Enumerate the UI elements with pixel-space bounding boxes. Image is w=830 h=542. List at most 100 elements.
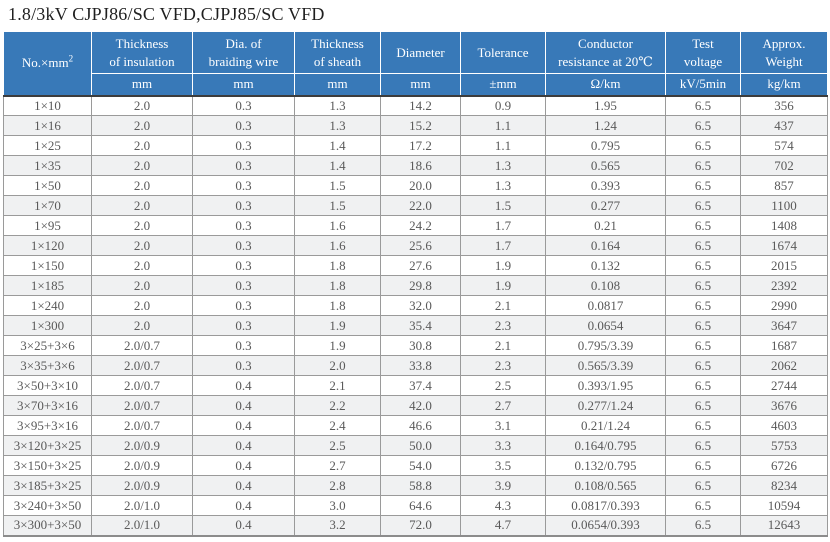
table-cell: 6.5: [665, 135, 741, 156]
table-cell: 2.0/0.7: [91, 355, 193, 376]
table-cell: 6.5: [665, 175, 741, 196]
table-cell: 6.5: [665, 355, 741, 376]
table-cell: 27.6: [380, 255, 461, 276]
table-row: 1×25 2.0 0.3 1.4 17.2 1.1 0.795 6.5 574: [3, 135, 828, 156]
table-cell: 0.565/3.39: [545, 355, 666, 376]
table-cell: 0.795: [545, 135, 666, 156]
table-cell: 3×70+3×16: [3, 395, 92, 416]
table-cell: 3.0: [294, 495, 381, 516]
table-cell: 2.0: [91, 275, 193, 296]
table-cell: 22.0: [380, 195, 461, 216]
table-cell: 2.1: [460, 335, 546, 356]
table-cell: 6.5: [665, 335, 741, 356]
table-cell: 37.4: [380, 375, 461, 396]
table-cell: 24.2: [380, 215, 461, 236]
table-row: 1×10 2.0 0.3 1.3 14.2 0.9 1.95 6.5 356: [3, 95, 828, 116]
table-cell: 18.6: [380, 155, 461, 176]
table-cell: 3676: [740, 395, 828, 416]
table-cell: 2.0: [91, 235, 193, 256]
table-cell: 2.7: [294, 455, 381, 476]
table-cell: 2.0: [91, 195, 193, 216]
table-cell: 2.0: [91, 155, 193, 176]
table-cell: 0.4: [192, 375, 295, 396]
table-cell: 0.393: [545, 175, 666, 196]
table-cell: 1×25: [3, 135, 92, 156]
table-row: 3×120+3×25 2.0/0.9 0.4 2.5 50.0 3.3 0.164/0.79…: [3, 435, 828, 456]
header-unit-row: mm mm mm mm ±mm Ω/km kV/5min kg/km: [4, 73, 828, 96]
table-cell: 6.5: [665, 195, 741, 216]
table-cell: 1.8: [294, 275, 381, 296]
table-cell: 2.0/1.0: [91, 495, 193, 516]
table-cell: 0.3: [192, 175, 295, 196]
table-cell: 1.6: [294, 235, 381, 256]
table-cell: 356: [740, 95, 828, 116]
table-cell: 50.0: [380, 435, 461, 456]
table-row: 1×50 2.0 0.3 1.5 20.0 1.3 0.393 6.5 857: [3, 175, 828, 196]
table-cell: 0.164: [545, 235, 666, 256]
unit-cell: kg/km: [740, 73, 828, 96]
table-cell: 1674: [740, 235, 828, 256]
table-cell: 0.9: [460, 95, 546, 116]
table-cell: 2.0/0.9: [91, 435, 193, 456]
table-cell: 1.8: [294, 295, 381, 316]
table-cell: 1×95: [3, 215, 92, 236]
table-cell: 0.4: [192, 495, 295, 516]
table-cell: 0.132: [545, 255, 666, 276]
table-cell: 6.5: [665, 415, 741, 436]
table-cell: 1×240: [3, 295, 92, 316]
header-label-row: No.×mm2 Thickness of insulation Dia. of brai…: [3, 31, 828, 96]
column-header: Test voltage: [665, 31, 741, 74]
table-cell: 0.0817/0.393: [545, 495, 666, 516]
table-cell: 2.3: [460, 355, 546, 376]
table-cell: 6.5: [665, 255, 741, 276]
cable-spec-table: No.×mm2 Thickness of insulation Dia. of brai…: [3, 31, 828, 537]
table-cell: 20.0: [380, 175, 461, 196]
table-row: 1×150 2.0 0.3 1.8 27.6 1.9 0.132 6.5 2015: [3, 255, 828, 276]
table-cell: 3.5: [460, 455, 546, 476]
unit-cell: mm: [91, 73, 193, 96]
table-cell: 3×185+3×25: [3, 475, 92, 496]
table-cell: 0.4: [192, 455, 295, 476]
table-cell: 1.6: [294, 215, 381, 236]
column-header: Thickness of insulation: [91, 31, 193, 74]
table-cell: 574: [740, 135, 828, 156]
table-cell: 1408: [740, 215, 828, 236]
table-cell: 1×50: [3, 175, 92, 196]
table-cell: 6.5: [665, 395, 741, 416]
table-row: 1×95 2.0 0.3 1.6 24.2 1.7 0.21 6.5 1408: [3, 215, 828, 236]
table-row: 3×35+3×6 2.0/0.7 0.3 2.0 33.8 2.3 0.565/3.39 6.…: [3, 355, 828, 376]
column-header: Approx. Weight: [740, 31, 828, 74]
table-cell: 1×10: [3, 95, 92, 116]
table-cell: 2.3: [460, 315, 546, 336]
table-cell: 0.0654/0.393: [545, 515, 666, 536]
table-cell: 2744: [740, 375, 828, 396]
table-cell: 2.0: [91, 295, 193, 316]
table-cell: 2.0: [91, 215, 193, 236]
table-cell: 3×300+3×50: [3, 515, 92, 536]
table-cell: 0.3: [192, 215, 295, 236]
table-cell: 0.3: [192, 315, 295, 336]
table-cell: 4.3: [460, 495, 546, 516]
unit-cell: kV/5min: [665, 73, 741, 96]
table-cell: 6726: [740, 455, 828, 476]
table-row: 1×300 2.0 0.3 1.9 35.4 2.3 0.0654 6.5 3647: [3, 315, 828, 336]
table-row: 3×95+3×16 2.0/0.7 0.4 2.4 46.6 3.1 0.21/1.24 6.…: [3, 415, 828, 436]
table-cell: 6.5: [665, 215, 741, 236]
table-cell: 5753: [740, 435, 828, 456]
table-cell: 2.0: [91, 115, 193, 136]
table-cell: 0.3: [192, 135, 295, 156]
table-cell: 437: [740, 115, 828, 136]
table-cell: 2990: [740, 295, 828, 316]
table-cell: 2.0: [91, 95, 193, 116]
table-cell: 14.2: [380, 95, 461, 116]
table-cell: 30.8: [380, 335, 461, 356]
unit-cell: mm: [192, 73, 295, 96]
table-cell: 6.5: [665, 315, 741, 336]
unit-cell: ±mm: [460, 73, 546, 96]
table-cell: 2.8: [294, 475, 381, 496]
table-cell: 0.795/3.39: [545, 335, 666, 356]
table-cell: 54.0: [380, 455, 461, 476]
table-cell: 1.5: [294, 195, 381, 216]
table-cell: 32.0: [380, 295, 461, 316]
table-cell: 1×16: [3, 115, 92, 136]
